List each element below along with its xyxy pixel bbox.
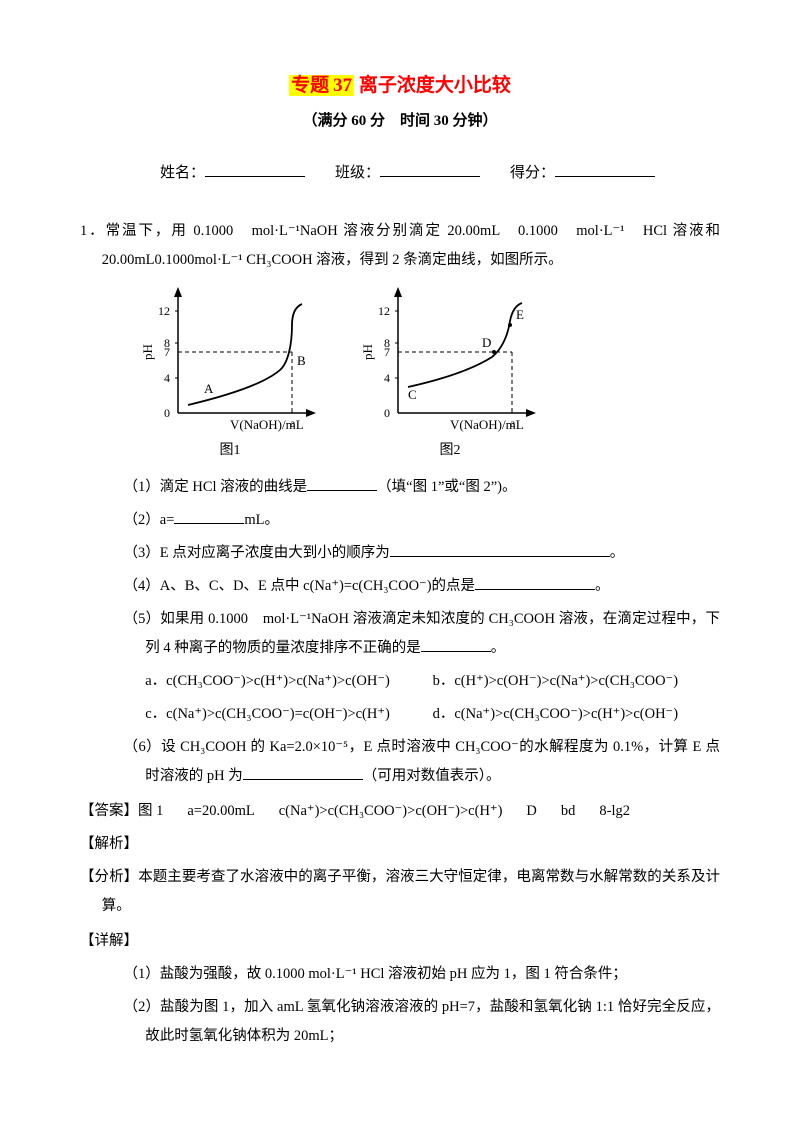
svg-text:E: E: [516, 307, 524, 322]
detail-2: （2）盐酸为图 1，加入 amL 氢氧化钠溶液溶液的 pH=7，盐酸和氢氧化钠 …: [80, 993, 720, 1051]
svg-text:7: 7: [164, 345, 170, 359]
answer-2: a=20.00mL: [187, 797, 254, 826]
figure-2-caption: 图2: [360, 439, 540, 459]
detail-tag: 【详解】: [80, 927, 720, 956]
title-number: 37: [331, 75, 354, 96]
svg-text:C: C: [408, 387, 417, 402]
blank-q1-5[interactable]: [421, 638, 491, 652]
label-class: 班级：: [335, 165, 380, 181]
svg-text:a: a: [510, 416, 516, 430]
q1-3-suf: 。: [610, 545, 625, 561]
label-name: 姓名：: [160, 165, 205, 181]
detail-1: （1）盐酸为强酸，故 0.1000 mol·L⁻¹ HCl 溶液初始 pH 应为…: [80, 960, 720, 989]
svg-text:4: 4: [164, 371, 170, 385]
figure-1: 0 4 8 7 12 pH V(NaOH)/mL a A B 图1: [140, 285, 320, 459]
svg-text:B: B: [297, 353, 306, 368]
q1-1-suffix: （填“图 1”或“图 2”)。: [377, 479, 516, 495]
blank-q1-2[interactable]: [174, 510, 244, 524]
q1-2: （2）a= mL。: [80, 506, 720, 535]
q1-4-text: （4）A、B、C、D、E 点中 c(Na⁺)=c(CH₃COO⁻)的点是: [124, 578, 476, 594]
figure-1-caption: 图1: [140, 439, 320, 459]
option-d: d．c(Na⁺)>c(CH₃COO⁻)>c(H⁺)>c(OH⁻): [433, 700, 720, 729]
analysis-block: 【分析】本题主要考查了水溶液中的离子平衡，溶液三大守恒定律，电离常数与水解常数的…: [80, 863, 720, 921]
answer-5: bd: [561, 797, 576, 826]
blank-q1-1[interactable]: [307, 477, 377, 491]
title-prefix: 专题: [289, 75, 331, 96]
answer-tag: 【答案】: [80, 803, 138, 819]
svg-text:D: D: [482, 335, 491, 350]
figures-row: 0 4 8 7 12 pH V(NaOH)/mL a A B 图1: [80, 285, 720, 459]
chart-1: 0 4 8 7 12 pH V(NaOH)/mL a A B: [140, 285, 320, 435]
svg-text:0: 0: [164, 406, 170, 420]
chart-2: 0 4 8 7 12 pH V(NaOH)/mL a C D E: [360, 285, 540, 435]
analysis-tag2: 【分析】: [80, 869, 138, 885]
q1-3: （3）E 点对应离子浓度由大到小的顺序为 。: [80, 539, 720, 568]
option-b: b．c(H⁺)>c(OH⁻)>c(Na⁺)>c(CH₃COO⁻): [433, 667, 720, 696]
svg-text:12: 12: [158, 304, 170, 318]
label-score: 得分：: [510, 165, 555, 181]
title: 专题37 离子浓度大小比较: [80, 70, 720, 97]
svg-text:0: 0: [384, 406, 390, 420]
q1-1: （1）滴定 HCl 溶液的曲线是 （填“图 1”或“图 2”)。: [80, 473, 720, 502]
option-a: a．c(CH₃COO⁻)>c(H⁺)>c(Na⁺)>c(OH⁻): [145, 667, 432, 696]
svg-text:pH: pH: [360, 344, 375, 360]
svg-text:12: 12: [378, 304, 390, 318]
blank-class[interactable]: [380, 163, 480, 177]
blank-name[interactable]: [205, 163, 305, 177]
blank-q1-6[interactable]: [243, 766, 363, 780]
q1-1-text: （1）滴定 HCl 溶液的曲线是: [124, 479, 308, 495]
q1-6: （6）设 CH₃COOH 的 Ka=2.0×10⁻⁵，E 点时溶液中 CH₃CO…: [80, 733, 720, 791]
page: 专题37 离子浓度大小比较 （满分 60 分 时间 30 分钟） 姓名： 班级：…: [0, 0, 800, 1095]
q1-stem: 1．常温下，用 0.1000 mol·L⁻¹NaOH 溶液分别滴定 20.00m…: [80, 217, 720, 275]
blank-q1-3[interactable]: [390, 543, 610, 557]
q1-3-text: （3）E 点对应离子浓度由大到小的顺序为: [124, 545, 390, 561]
answer-block: 【答案】图 1 a=20.00mL c(Na⁺)>c(CH₃COO⁻)>c(OH…: [80, 797, 720, 826]
blank-q1-4[interactable]: [475, 576, 595, 590]
svg-text:a: a: [290, 416, 296, 430]
q1-5: （5）如果用 0.1000 mol·L⁻¹NaOH 溶液滴定未知浓度的 CH₃C…: [80, 605, 720, 663]
option-c: c．c(Na⁺)>c(CH₃COO⁻)=c(OH⁻)>c(H⁺): [145, 700, 432, 729]
q1-2-suf: mL。: [244, 512, 279, 528]
figure-2: 0 4 8 7 12 pH V(NaOH)/mL a C D E: [360, 285, 540, 459]
analysis-tag1: 【解析】: [80, 830, 720, 859]
answer-3: c(Na⁺)>c(CH₃COO⁻)>c(OH⁻)>c(H⁺): [279, 797, 503, 826]
blank-score[interactable]: [555, 163, 655, 177]
options-row-2: c．c(Na⁺)>c(CH₃COO⁻)=c(OH⁻)>c(H⁺) d．c(Na⁺…: [80, 700, 720, 729]
q1-4-suf: 。: [595, 578, 610, 594]
answer-4: D: [526, 797, 536, 826]
analysis-text: 本题主要考查了水溶液中的离子平衡，溶液三大守恒定律，电离常数与水解常数的关系及计…: [102, 869, 720, 914]
subtitle: （满分 60 分 时间 30 分钟）: [80, 109, 720, 130]
svg-text:4: 4: [384, 371, 390, 385]
q1-2-pre: （2）a=: [124, 512, 175, 528]
q1-6-suf: （可用对数值表示）。: [363, 768, 501, 784]
q1-4: （4）A、B、C、D、E 点中 c(Na⁺)=c(CH₃COO⁻)的点是 。: [80, 572, 720, 601]
options-row-1: a．c(CH₃COO⁻)>c(H⁺)>c(Na⁺)>c(OH⁻) b．c(H⁺)…: [80, 667, 720, 696]
svg-text:A: A: [204, 381, 214, 396]
meta-line: 姓名： 班级： 得分：: [80, 144, 720, 199]
svg-text:7: 7: [384, 345, 390, 359]
title-text: 离子浓度大小比较: [359, 75, 511, 96]
answer-6: 8-lg2: [599, 797, 630, 826]
svg-text:pH: pH: [140, 344, 155, 360]
answer-1: 图 1: [138, 803, 163, 819]
q1-5-suf: 。: [491, 640, 506, 656]
